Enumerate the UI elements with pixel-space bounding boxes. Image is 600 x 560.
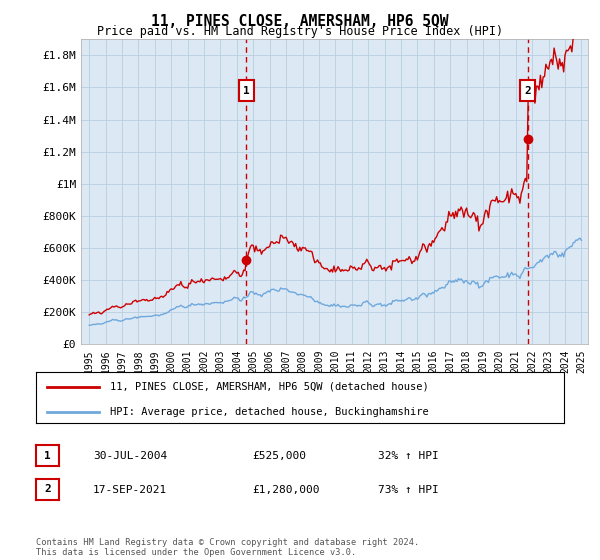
Text: £1,280,000: £1,280,000 bbox=[252, 485, 320, 495]
Bar bbox=[520, 80, 535, 101]
Text: 2: 2 bbox=[524, 86, 531, 96]
Text: 32% ↑ HPI: 32% ↑ HPI bbox=[378, 451, 439, 461]
Text: 17-SEP-2021: 17-SEP-2021 bbox=[93, 485, 167, 495]
Text: £525,000: £525,000 bbox=[252, 451, 306, 461]
Text: 30-JUL-2004: 30-JUL-2004 bbox=[93, 451, 167, 461]
Text: Price paid vs. HM Land Registry's House Price Index (HPI): Price paid vs. HM Land Registry's House … bbox=[97, 25, 503, 38]
Text: 11, PINES CLOSE, AMERSHAM, HP6 5QW (detached house): 11, PINES CLOSE, AMERSHAM, HP6 5QW (deta… bbox=[110, 381, 428, 391]
Text: Contains HM Land Registry data © Crown copyright and database right 2024.
This d: Contains HM Land Registry data © Crown c… bbox=[36, 538, 419, 557]
Text: 11, PINES CLOSE, AMERSHAM, HP6 5QW: 11, PINES CLOSE, AMERSHAM, HP6 5QW bbox=[151, 14, 449, 29]
Text: 2: 2 bbox=[44, 484, 51, 494]
Text: 1: 1 bbox=[44, 451, 51, 461]
Text: 73% ↑ HPI: 73% ↑ HPI bbox=[378, 485, 439, 495]
Bar bbox=[239, 80, 254, 101]
Text: HPI: Average price, detached house, Buckinghamshire: HPI: Average price, detached house, Buck… bbox=[110, 407, 428, 417]
Text: 1: 1 bbox=[243, 86, 250, 96]
